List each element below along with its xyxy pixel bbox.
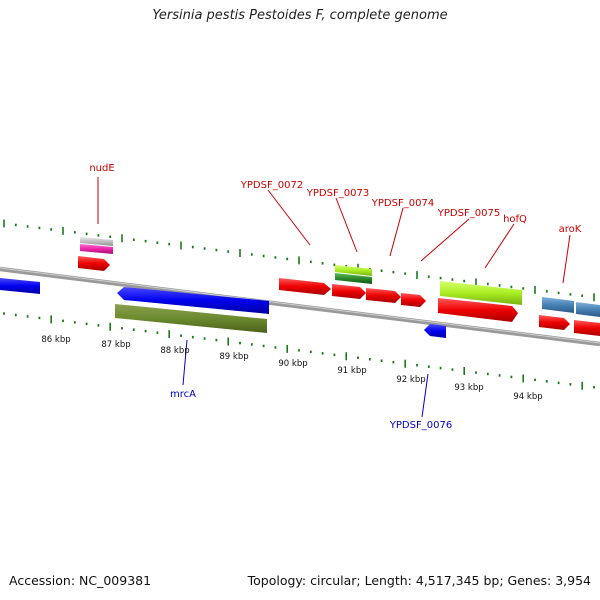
- gene-label-ypdsf-0076[interactable]: YPDSF_0076: [389, 420, 452, 431]
- scale-label: 88 kbp: [160, 346, 189, 356]
- scale-label: 91 kbp: [337, 366, 366, 376]
- scale-label: 86 kbp: [41, 335, 70, 345]
- genome-backbone-highlight: [0, 267, 600, 344]
- gene-label-ypdsf-0075[interactable]: YPDSF_0075: [437, 208, 500, 219]
- scale-label: 94 kbp: [513, 392, 542, 402]
- accession-text: Accession: NC_009381: [9, 573, 152, 588]
- map-title: Yersinia pestis Pestoides F, complete ge…: [152, 8, 448, 23]
- gene-feature-red-right[interactable]: [574, 320, 600, 336]
- gene-feature-ypdsf-0072[interactable]: [279, 278, 331, 295]
- gene-feature-ypdsf-0075[interactable]: [401, 293, 426, 307]
- gene-feature-hofq[interactable]: [438, 298, 518, 322]
- reverse-gene-labels: mrcA YPDSF_0076: [170, 389, 452, 431]
- gene-feature-steel-1[interactable]: [542, 297, 574, 313]
- gene-feature-nude[interactable]: [78, 256, 110, 271]
- gene-label-arok[interactable]: aroK: [559, 224, 582, 235]
- scale-label: 93 kbp: [454, 383, 483, 393]
- scale-label: 92 kbp: [396, 375, 425, 385]
- gene-label-ypdsf-0072[interactable]: YPDSF_0072: [240, 180, 303, 191]
- genome-summary-text: Topology: circular; Length: 4,517,345 bp…: [247, 573, 591, 588]
- gene-label-nude[interactable]: nudE: [89, 163, 114, 174]
- gene-feature-mrca[interactable]: [117, 287, 269, 314]
- gene-feature-pink[interactable]: [80, 244, 113, 254]
- forward-gene-labels: nudE YPDSF_0072 YPDSF_0073 YPDSF_0074 YP…: [89, 163, 581, 235]
- gene-label-mrca[interactable]: mrcA: [170, 389, 196, 400]
- forward-tick-row: [3, 219, 595, 302]
- gene-feature-ypdsf-0074[interactable]: [366, 288, 401, 303]
- gene-label-ypdsf-0074[interactable]: YPDSF_0074: [371, 198, 434, 209]
- gene-features: [0, 237, 600, 338]
- reverse-tick-row: [3, 312, 595, 390]
- gene-feature-hofq-lime[interactable]: [440, 281, 522, 305]
- genome-backbone: [0, 266, 600, 347]
- label-leader-lines: [97, 177, 571, 418]
- gene-feature-olive[interactable]: [115, 304, 267, 333]
- gene-feature-lime-small[interactable]: [335, 265, 372, 276]
- gene-feature-ypdsf-0076[interactable]: [424, 324, 446, 338]
- gene-feature-grey[interactable]: [80, 237, 113, 246]
- scale-label: 89 kbp: [219, 352, 248, 362]
- gene-feature-steel-2[interactable]: [576, 302, 600, 317]
- gene-feature-green-small[interactable]: [335, 273, 372, 284]
- gene-label-hofq[interactable]: hofQ: [503, 214, 527, 225]
- scale-label: 90 kbp: [278, 359, 307, 369]
- gene-feature-blue-left[interactable]: [0, 278, 40, 294]
- gene-label-ypdsf-0073[interactable]: YPDSF_0073: [306, 188, 369, 199]
- scale-labels: 86 kbp 87 kbp 88 kbp 89 kbp 90 kbp 91 kb…: [41, 335, 542, 402]
- gene-feature-arok[interactable]: [539, 315, 570, 330]
- gene-feature-ypdsf-0073[interactable]: [332, 284, 366, 299]
- scale-label: 87 kbp: [101, 340, 130, 350]
